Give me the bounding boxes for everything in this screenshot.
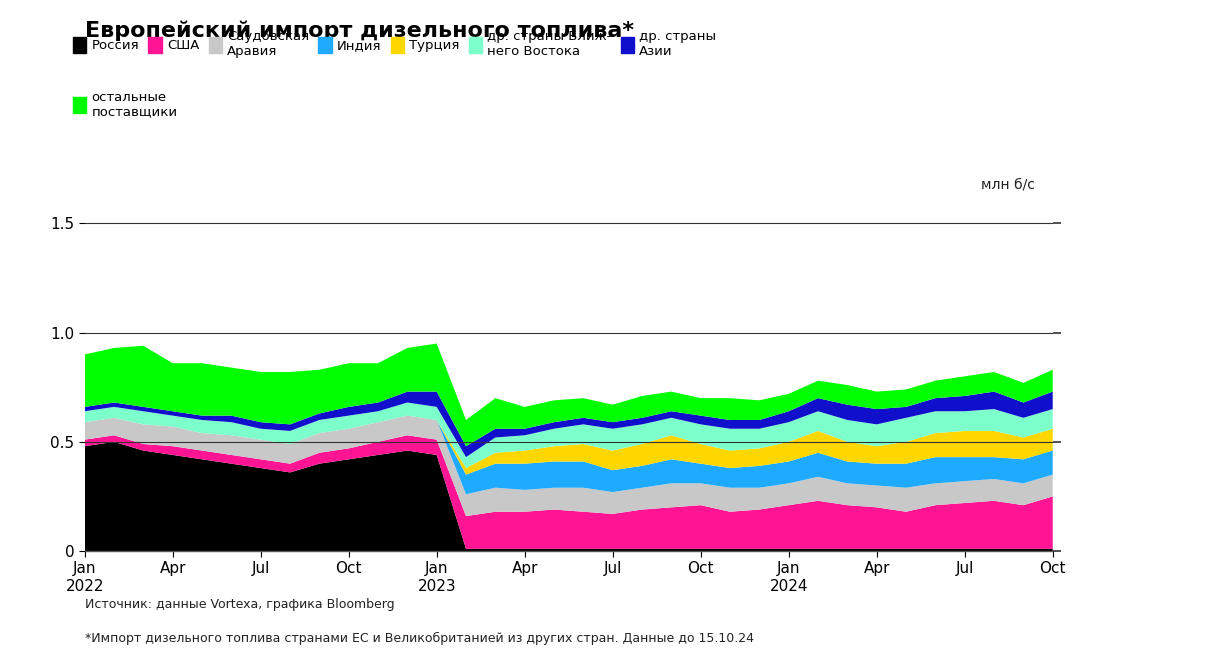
Legend: остальные
поставщики: остальные поставщики <box>73 91 178 118</box>
Text: *Импорт дизельного топлива странами ЕС и Великобританией из других стран. Данные: *Импорт дизельного топлива странами ЕС и… <box>85 632 754 644</box>
Text: Источник: данные Vortexa, графика Bloomberg: Источник: данные Vortexa, графика Bloomb… <box>85 598 394 611</box>
Text: Европейский импорт дизельного топлива*: Европейский импорт дизельного топлива* <box>85 20 634 41</box>
Legend: Россия, США, Саудовская
Аравия, Индия, Турция, др. страны Ближ-
него Востока, др: Россия, США, Саудовская Аравия, Индия, Т… <box>73 30 716 58</box>
Text: млн б/с: млн б/с <box>980 177 1035 192</box>
